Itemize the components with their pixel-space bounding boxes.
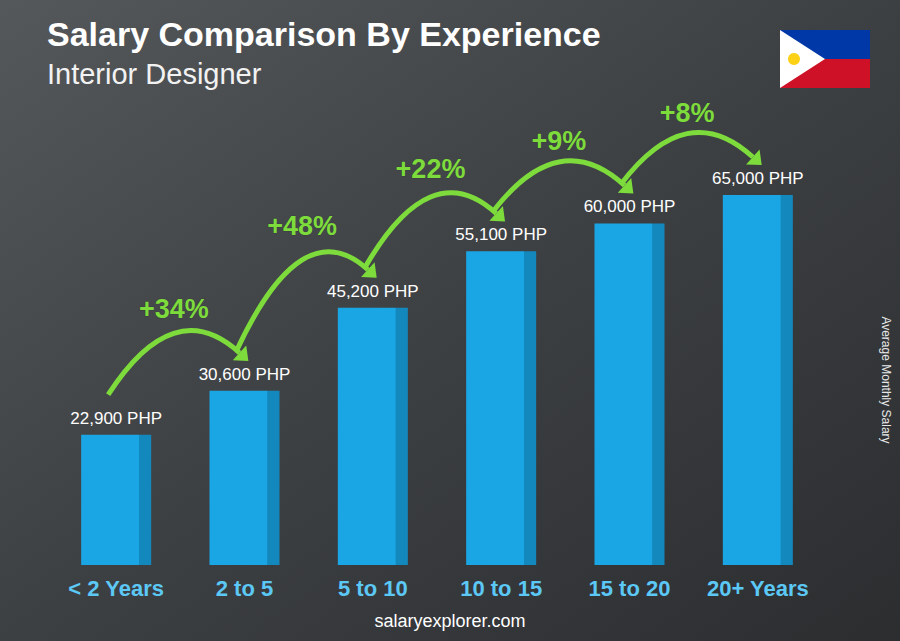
svg-text:Average Monthly Salary: Average Monthly Salary bbox=[879, 316, 893, 443]
svg-text:Interior Designer: Interior Designer bbox=[47, 58, 262, 90]
svg-text:15 to 20: 15 to 20 bbox=[589, 576, 671, 601]
svg-text:+8%: +8% bbox=[660, 98, 715, 128]
svg-text:30,600 PHP: 30,600 PHP bbox=[199, 365, 291, 384]
svg-text:55,100 PHP: 55,100 PHP bbox=[455, 225, 547, 244]
svg-text:22,900 PHP: 22,900 PHP bbox=[70, 409, 162, 428]
svg-text:+9%: +9% bbox=[531, 126, 586, 156]
svg-text:2 to 5: 2 to 5 bbox=[216, 576, 273, 601]
svg-text:+34%: +34% bbox=[139, 294, 209, 324]
svg-text:+22%: +22% bbox=[396, 154, 466, 184]
svg-text:20+ Years: 20+ Years bbox=[707, 576, 809, 601]
svg-text:5 to 10: 5 to 10 bbox=[338, 576, 408, 601]
svg-text:Salary Comparison By Experienc: Salary Comparison By Experience bbox=[47, 15, 601, 53]
svg-text:10 to 15: 10 to 15 bbox=[460, 576, 542, 601]
svg-text:< 2 Years: < 2 Years bbox=[68, 576, 164, 601]
svg-text:60,000 PHP: 60,000 PHP bbox=[584, 197, 676, 216]
svg-text:+48%: +48% bbox=[267, 211, 337, 241]
svg-text:65,000 PHP: 65,000 PHP bbox=[712, 169, 804, 188]
svg-text:salaryexplorer.com: salaryexplorer.com bbox=[374, 611, 525, 631]
svg-text:45,200 PHP: 45,200 PHP bbox=[327, 282, 419, 301]
